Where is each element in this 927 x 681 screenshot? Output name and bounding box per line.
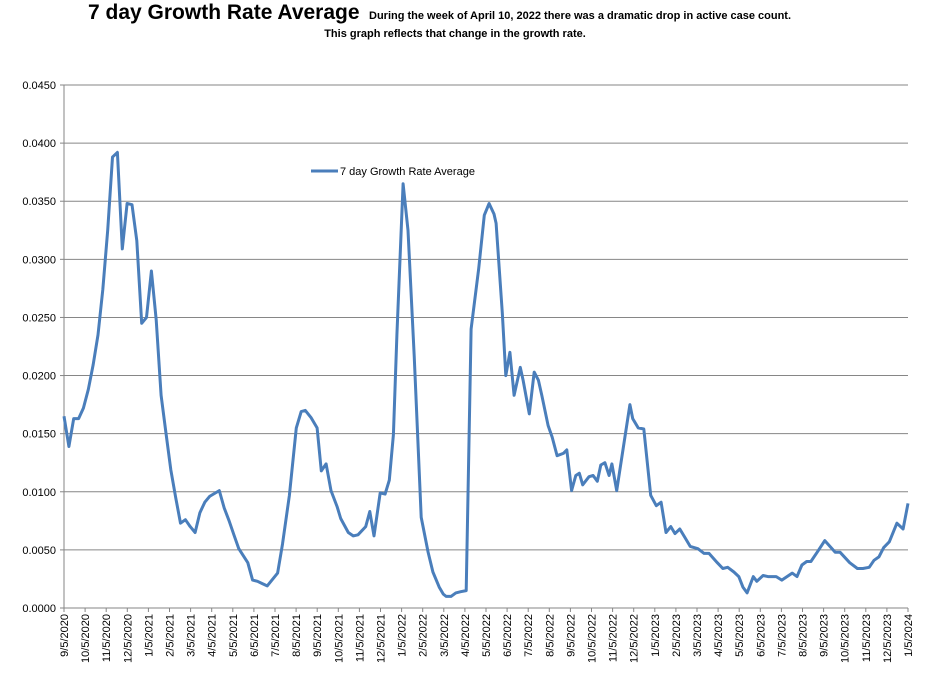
x-tick-label: 4/5/2021 [207, 614, 219, 657]
x-tick-label: 8/5/2023 [798, 614, 810, 657]
x-tick-label: 6/5/2022 [502, 614, 514, 657]
x-tick-label: 11/5/2021 [354, 614, 366, 662]
x-tick-label: 4/5/2023 [713, 614, 725, 657]
x-tick-label: 9/5/2022 [565, 614, 577, 657]
x-tick-label: 7/5/2021 [270, 614, 282, 657]
x-axis: 9/5/2020 10/5/2020 11/5/2020 12/5/2020 1/5/2… [59, 607, 915, 663]
x-tick-label: 1/5/2021 [143, 614, 155, 657]
x-tick-label: 6/5/2023 [755, 614, 767, 657]
x-tick-label: 2/5/2022 [418, 614, 430, 657]
y-tick-label: 0.0200 [22, 371, 56, 383]
legend-label: 7 day Growth Rate Average [340, 166, 475, 178]
x-tick-label: 12/5/2020 [122, 614, 134, 663]
annotation-line-2: This graph reflects that change in the g… [324, 28, 586, 40]
x-tick-label: 4/5/2022 [460, 614, 472, 657]
x-tick-label: 11/5/2022 [608, 614, 620, 662]
x-tick-label: 3/5/2021 [186, 614, 198, 657]
x-tick-label: 6/5/2021 [249, 614, 261, 657]
y-tick-label: 0.0250 [22, 312, 56, 324]
x-tick-label: 11/5/2020 [101, 614, 113, 662]
x-tick-label: 12/5/2023 [882, 614, 894, 663]
x-tick-label: 11/5/2023 [861, 614, 873, 662]
x-tick-label: 9/5/2020 [59, 614, 71, 657]
y-tick-label: 0.0350 [22, 196, 56, 208]
x-tick-label: 9/5/2021 [312, 614, 324, 657]
series-line [62, 150, 910, 598]
x-tick-label: 7/5/2022 [523, 614, 535, 657]
x-tick-label: 2/5/2021 [165, 614, 177, 657]
x-tick-label: 5/5/2023 [734, 614, 746, 657]
x-tick-label: 8/5/2021 [291, 614, 303, 657]
x-tick-label: 2/5/2023 [671, 614, 683, 657]
y-tick-label: 0.0400 [22, 138, 56, 150]
y-tick-label: 0.0100 [22, 487, 56, 499]
x-tick-label: 12/5/2022 [629, 614, 641, 663]
x-tick-label: 3/5/2023 [692, 614, 704, 657]
x-tick-label: 9/5/2023 [819, 614, 831, 657]
x-tick-label: 10/5/2020 [80, 614, 92, 663]
y-tick-label: 0.0150 [22, 429, 56, 441]
x-tick-label: 3/5/2022 [439, 614, 451, 657]
x-tick-label: 8/5/2022 [544, 614, 556, 657]
x-tick-label: 12/5/2021 [376, 614, 388, 663]
y-tick-label: 0.0000 [22, 603, 56, 615]
x-tick-label: 7/5/2023 [776, 614, 788, 657]
series-layer [62, 150, 910, 598]
x-tick-label: 1/5/2022 [397, 614, 409, 657]
y-axis: 0.0000 0.0050 0.0100 0.0150 0.0200 0.0250 0.03… [22, 80, 65, 615]
y-tick-label: 0.0300 [22, 254, 56, 266]
y-tick-label: 0.0450 [22, 80, 56, 92]
x-tick-label: 1/5/2023 [650, 614, 662, 657]
legend: 7 day Growth Rate Average [311, 166, 475, 178]
x-tick-label: 5/5/2021 [228, 614, 240, 657]
chart-title: 7 day Growth Rate Average [88, 1, 360, 24]
x-tick-label: 10/5/2023 [840, 614, 852, 663]
x-tick-label: 10/5/2021 [333, 614, 345, 663]
gridlines [64, 84, 908, 551]
x-tick-label: 10/5/2022 [587, 614, 599, 663]
x-tick-label: 1/5/2024 [903, 614, 915, 657]
y-tick-label: 0.0050 [22, 545, 56, 557]
x-tick-label: 5/5/2022 [481, 614, 493, 657]
annotation-line-1: During the week of April 10, 2022 there … [369, 10, 791, 22]
